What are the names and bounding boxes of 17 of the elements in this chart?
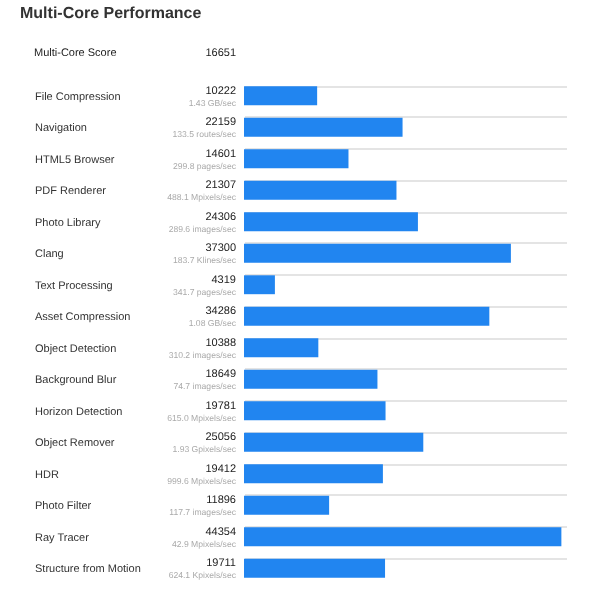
bar: [244, 527, 562, 547]
text: Multi-Core Performance: [20, 4, 203, 22]
bar: [244, 149, 349, 169]
bar: [244, 558, 386, 578]
bar: [244, 338, 319, 358]
bar: [244, 275, 275, 295]
bar: [244, 117, 403, 137]
bar: [244, 401, 386, 421]
bar: [244, 306, 490, 326]
bar: [244, 464, 383, 484]
bar: [244, 180, 397, 200]
bar: [244, 369, 378, 389]
bar: [244, 86, 318, 106]
bar: [244, 212, 418, 232]
bar: [244, 432, 424, 452]
bar: [244, 243, 511, 263]
bar: [244, 495, 330, 515]
